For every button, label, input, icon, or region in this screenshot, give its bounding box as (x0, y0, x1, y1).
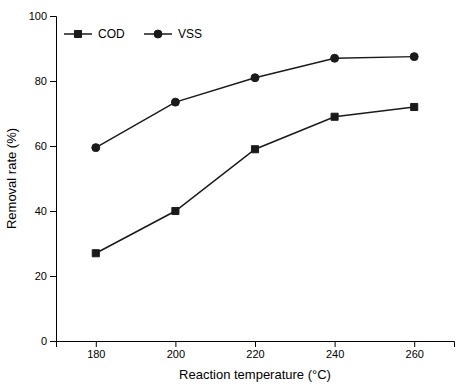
legend-marker (154, 30, 162, 38)
tick: 80 (35, 75, 56, 87)
data-point (251, 74, 259, 82)
legend-label: COD (98, 27, 125, 41)
tick-label: 240 (326, 348, 344, 360)
data-point (410, 53, 418, 61)
tick: 240 (326, 341, 344, 360)
tick: 200 (167, 341, 185, 360)
tick-mark (50, 276, 56, 277)
series-line (96, 57, 414, 148)
data-point (92, 144, 100, 152)
tick-mark (175, 341, 176, 347)
tick-mark (50, 341, 56, 342)
tick-mark (50, 81, 56, 82)
tick-mark (414, 341, 415, 347)
marks (92, 53, 418, 257)
y-axis-title: Removal rate (%) (4, 128, 19, 229)
x-axis: 180 200 220 240 260 (57, 341, 455, 360)
tick: 0 (41, 335, 56, 347)
tick-label: 60 (35, 140, 47, 152)
axis-line (57, 342, 455, 348)
tick-mark (50, 146, 56, 147)
tick-mark (96, 341, 97, 347)
legend-item: COD (64, 27, 125, 41)
tick-label: 20 (35, 270, 47, 282)
tick: 60 (35, 140, 56, 152)
tick-label: 80 (35, 75, 47, 87)
data-point (251, 146, 258, 153)
tick-label: 260 (406, 348, 424, 360)
y-axis: 0 20 40 60 80 100 (29, 10, 57, 347)
tick-label: 200 (167, 348, 185, 360)
legend-marker (74, 30, 81, 37)
legend-label: VSS (178, 27, 202, 41)
tick: 180 (87, 341, 105, 360)
tick-label: 180 (87, 348, 105, 360)
data-point (331, 113, 338, 120)
tick: 260 (406, 341, 424, 360)
legend-item: VSS (144, 27, 202, 41)
data-point (331, 54, 339, 62)
data-point (411, 103, 418, 110)
tick-label: 100 (29, 10, 47, 22)
axis-line (50, 17, 57, 342)
x-axis-title: Reaction temperature (°C) (179, 367, 331, 382)
tick: 40 (35, 205, 56, 217)
series-line (96, 107, 414, 253)
tick-label: 40 (35, 205, 47, 217)
data-point (171, 98, 179, 106)
data-point (92, 250, 99, 257)
tick-mark (255, 341, 256, 347)
tick-mark (50, 211, 56, 212)
tick: 20 (35, 270, 56, 282)
tick: 220 (246, 341, 264, 360)
data-point (172, 207, 179, 214)
tick-mark (50, 16, 56, 17)
legend: COD VSS (64, 27, 202, 41)
tick-mark (335, 341, 336, 347)
chart: 180 200 220 240 260 0 20 40 60 80 100 COD VSS Reactio… (0, 0, 474, 387)
tick: 100 (29, 10, 56, 22)
tick-label: 220 (246, 348, 264, 360)
tick-label: 0 (41, 335, 47, 347)
plot-area: 180 200 220 240 260 0 20 40 60 80 100 COD VSS (29, 10, 455, 360)
